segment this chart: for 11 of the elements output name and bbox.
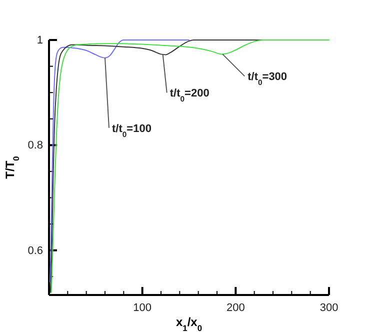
x-tick-label: 200 <box>226 302 245 314</box>
annotation: t/t$_{0}$=100 <box>112 122 152 138</box>
y-tick-label: 0.8 <box>28 140 43 152</box>
x-axis-title: x$_{1}$/x$_{0}$ <box>176 315 202 332</box>
line-series <box>50 40 330 293</box>
y-tick-label: 0.6 <box>28 244 43 257</box>
x-tick-label: 100 <box>133 302 152 314</box>
x-tick-label: 300 <box>320 302 338 314</box>
y-tick-label: 1 <box>36 34 43 47</box>
annotation: t/t$_{0}$=200 <box>170 88 210 104</box>
annotation: t/t$_{0}$=300 <box>248 71 288 87</box>
